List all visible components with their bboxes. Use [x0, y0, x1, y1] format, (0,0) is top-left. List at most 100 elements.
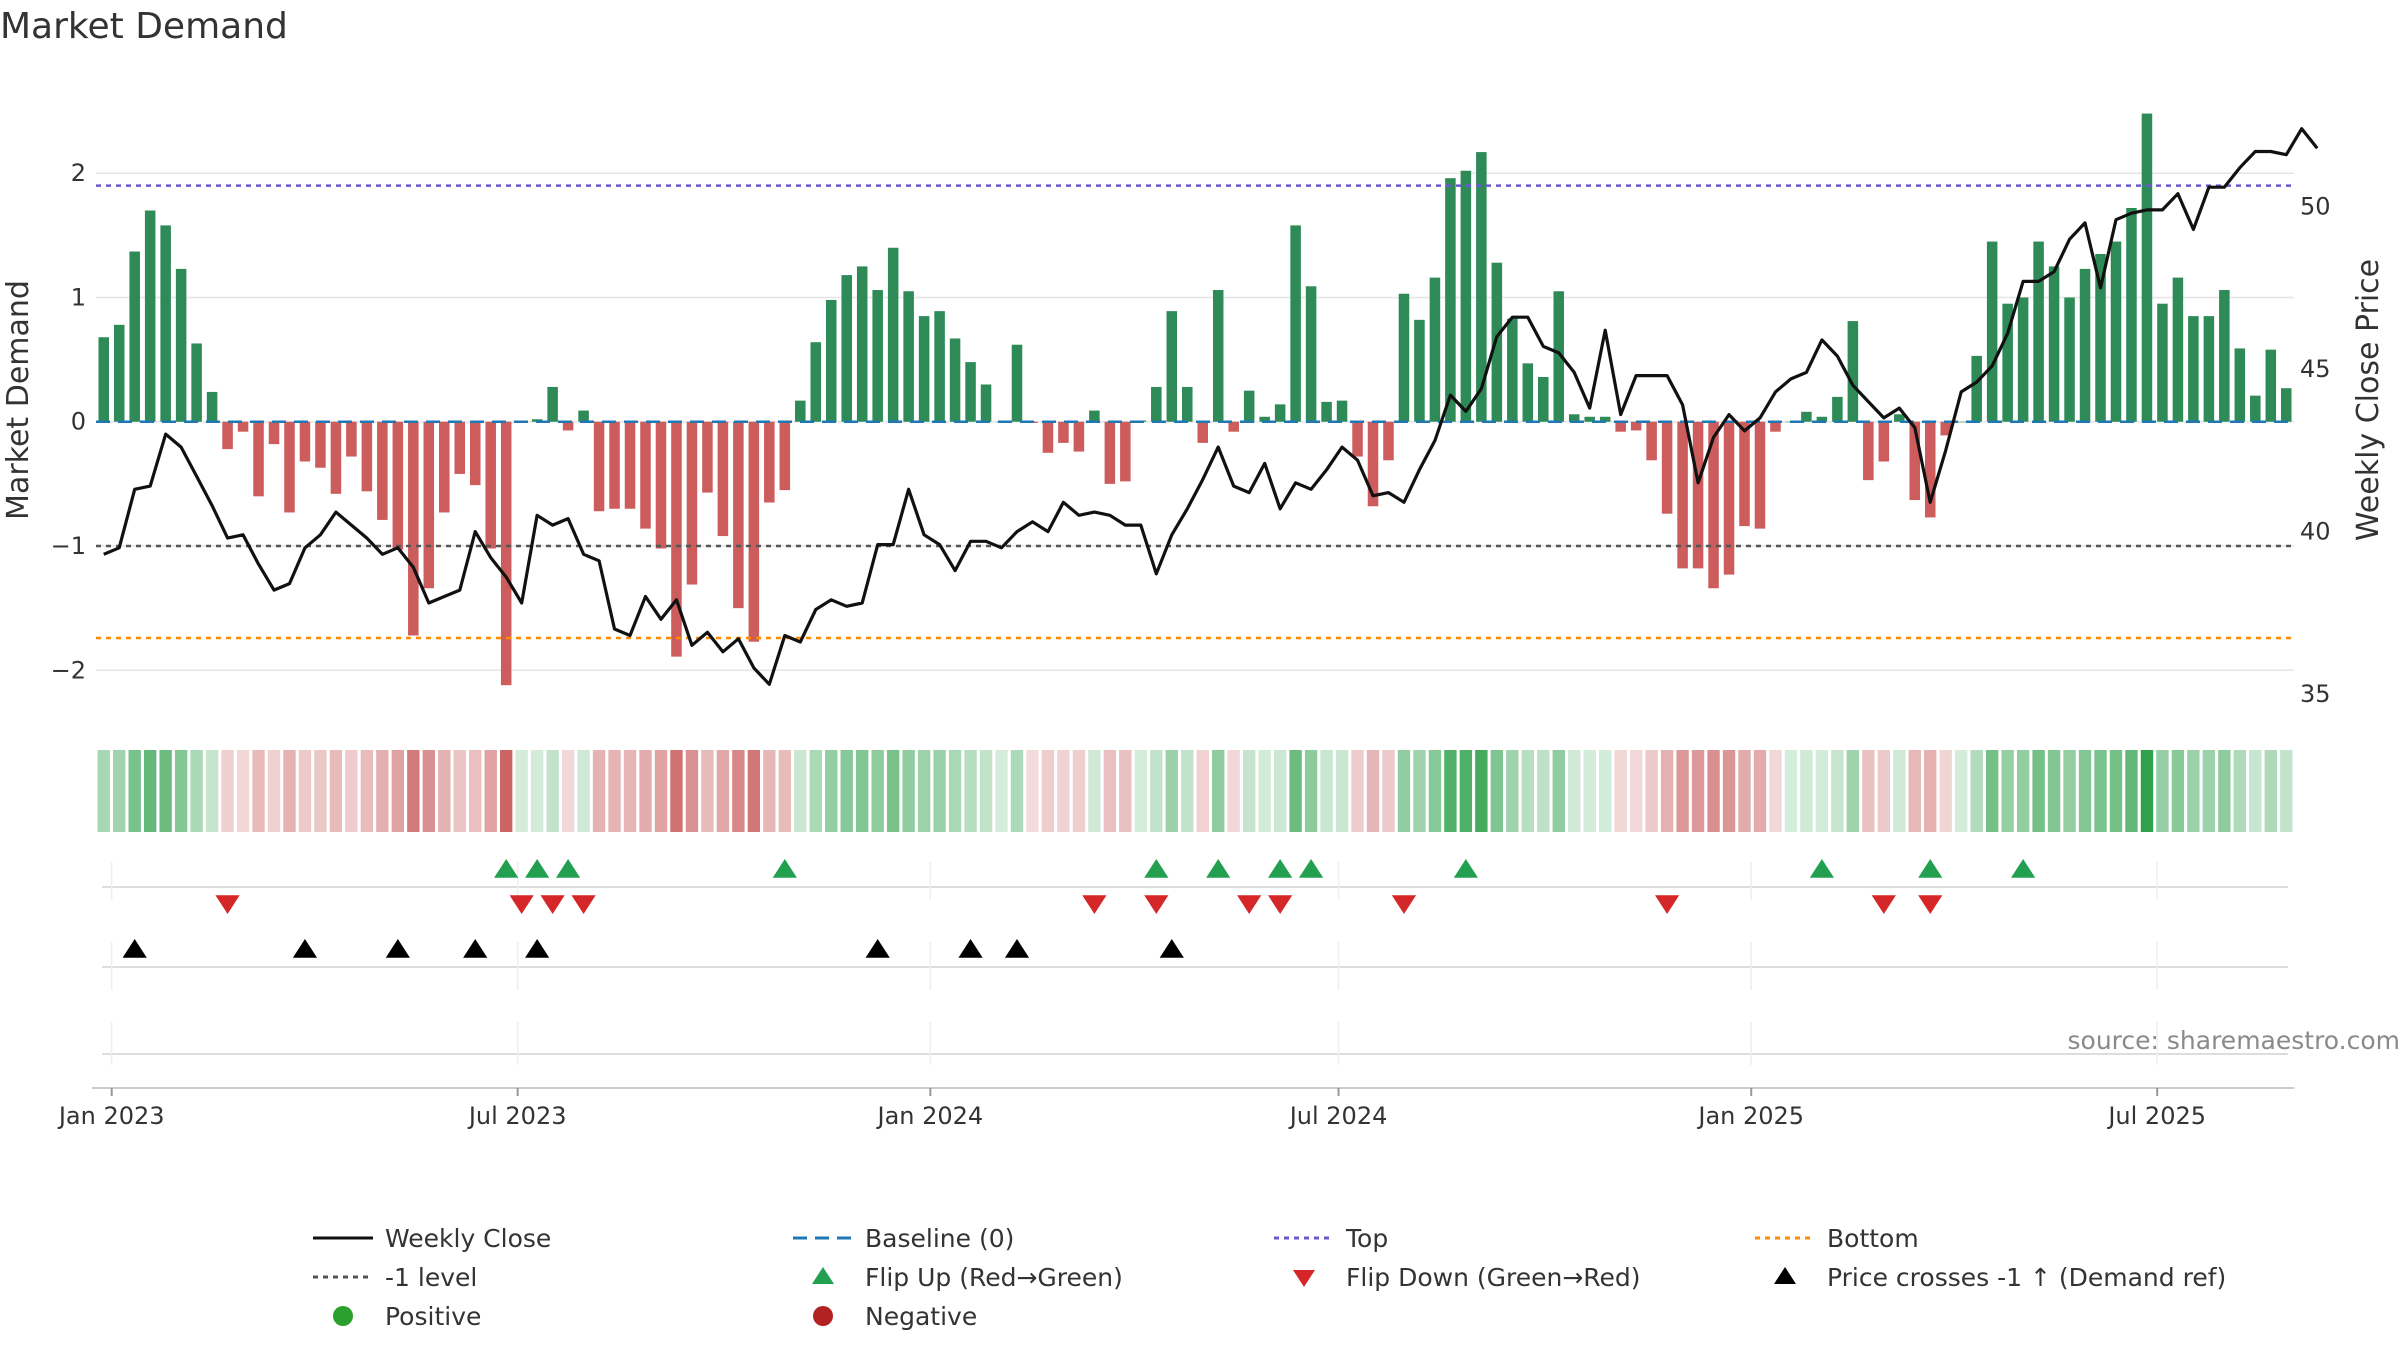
- x-tick-label: Jan 2025: [1696, 1102, 1804, 1130]
- demand-bar: [981, 384, 992, 421]
- demand-bar: [1290, 225, 1301, 421]
- flip-down-marker: [1918, 895, 1942, 914]
- heat-cell: [1320, 750, 1332, 832]
- heat-cell: [871, 750, 883, 832]
- heat-cell: [159, 750, 171, 832]
- demand-bar: [1089, 411, 1100, 422]
- heat-cell: [1491, 750, 1503, 832]
- price-cross-marker: [866, 939, 890, 958]
- heat-cell: [1909, 750, 1921, 832]
- price-cross-marker: [123, 939, 147, 958]
- demand-bar: [1383, 422, 1394, 461]
- heat-cell: [1011, 750, 1023, 832]
- heat-cell: [1769, 750, 1781, 832]
- price-cross-marker: [386, 939, 410, 958]
- demand-bar: [1399, 294, 1410, 422]
- x-tick-label: Jul 2024: [1288, 1102, 1388, 1130]
- flip-up-marker: [1268, 859, 1292, 878]
- heat-cell: [2249, 750, 2261, 832]
- flip-up-marker: [1144, 859, 1168, 878]
- heat-cell: [1057, 750, 1069, 832]
- heat-cell: [1816, 750, 1828, 832]
- heat-cell: [779, 750, 791, 832]
- heat-cell: [2280, 750, 2292, 832]
- demand-bar: [1461, 171, 1472, 422]
- heat-cell: [1336, 750, 1348, 832]
- legend-label: Negative: [865, 1302, 977, 1331]
- demand-bar: [1074, 422, 1085, 452]
- demand-bar: [625, 422, 636, 509]
- demand-bar: [1352, 422, 1363, 457]
- demand-bar: [2018, 297, 2029, 421]
- demand-bar: [2188, 316, 2199, 422]
- demand-bar: [1523, 363, 1534, 421]
- demand-bar: [454, 422, 465, 474]
- legend-label: Bottom: [1827, 1224, 1919, 1253]
- heat-cell: [1754, 750, 1766, 832]
- demand-bar: [1120, 422, 1131, 482]
- demand-bar: [1631, 422, 1642, 431]
- heat-cell: [1584, 750, 1596, 832]
- heat-cell: [1073, 750, 1085, 832]
- flip-up-marker: [2011, 859, 2035, 878]
- demand-bar: [656, 422, 667, 549]
- x-tick-label: Jul 2025: [2106, 1102, 2206, 1130]
- heat-cell: [1924, 750, 1936, 832]
- flip-down-marker: [1655, 895, 1679, 914]
- heat-cell: [376, 750, 388, 832]
- demand-bar: [300, 422, 311, 462]
- flip-down-marker: [1268, 895, 1292, 914]
- flip-up-marker: [1299, 859, 1323, 878]
- demand-bar: [1151, 387, 1162, 422]
- heat-cell: [206, 750, 218, 832]
- heat-cell: [1305, 750, 1317, 832]
- flip-down-marker: [510, 895, 534, 914]
- heat-cell: [2125, 750, 2137, 832]
- demand-bar: [718, 422, 729, 536]
- heat-cell: [995, 750, 1007, 832]
- flip-up-marker: [1810, 859, 1834, 878]
- heat-cell: [268, 750, 280, 832]
- demand-bar: [749, 422, 760, 642]
- heat-cell: [98, 750, 110, 832]
- heat-cell: [794, 750, 806, 832]
- demand-bar: [191, 343, 202, 421]
- left-tick-label: 0: [71, 408, 86, 436]
- demand-bar: [2204, 316, 2215, 422]
- demand-bar: [1197, 422, 1208, 443]
- heat-cell: [624, 750, 636, 832]
- demand-bar: [857, 266, 868, 421]
- heat-cell: [1135, 750, 1147, 832]
- demand-bar: [1770, 422, 1781, 432]
- heat-cell: [562, 750, 574, 832]
- demand-bar: [671, 422, 682, 657]
- flip-down-marker: [1237, 895, 1261, 914]
- heat-cell: [1986, 750, 1998, 832]
- demand-bar: [547, 387, 558, 422]
- legend-swatch: [812, 1267, 834, 1284]
- heat-cell: [670, 750, 682, 832]
- demand-bar: [1337, 401, 1348, 422]
- heat-cell: [1785, 750, 1797, 832]
- heat-cell: [1042, 750, 1054, 832]
- demand-bar: [160, 225, 171, 421]
- flip-down-marker: [215, 895, 239, 914]
- demand-bar: [2235, 348, 2246, 421]
- x-tick-label: Jul 2023: [467, 1102, 567, 1130]
- heat-cell: [1429, 750, 1441, 832]
- demand-bar: [145, 210, 156, 421]
- heat-cell: [2218, 750, 2230, 832]
- flip-up-marker: [494, 859, 518, 878]
- demand-bar: [1228, 422, 1239, 432]
- heat-cell: [314, 750, 326, 832]
- demand-bar: [1167, 311, 1178, 422]
- demand-bar: [1863, 422, 1874, 480]
- heat-cell: [593, 750, 605, 832]
- demand-bar: [346, 422, 357, 457]
- demand-bar: [439, 422, 450, 513]
- heat-cell: [392, 750, 404, 832]
- demand-bar: [362, 422, 373, 492]
- heat-cell: [1692, 750, 1704, 832]
